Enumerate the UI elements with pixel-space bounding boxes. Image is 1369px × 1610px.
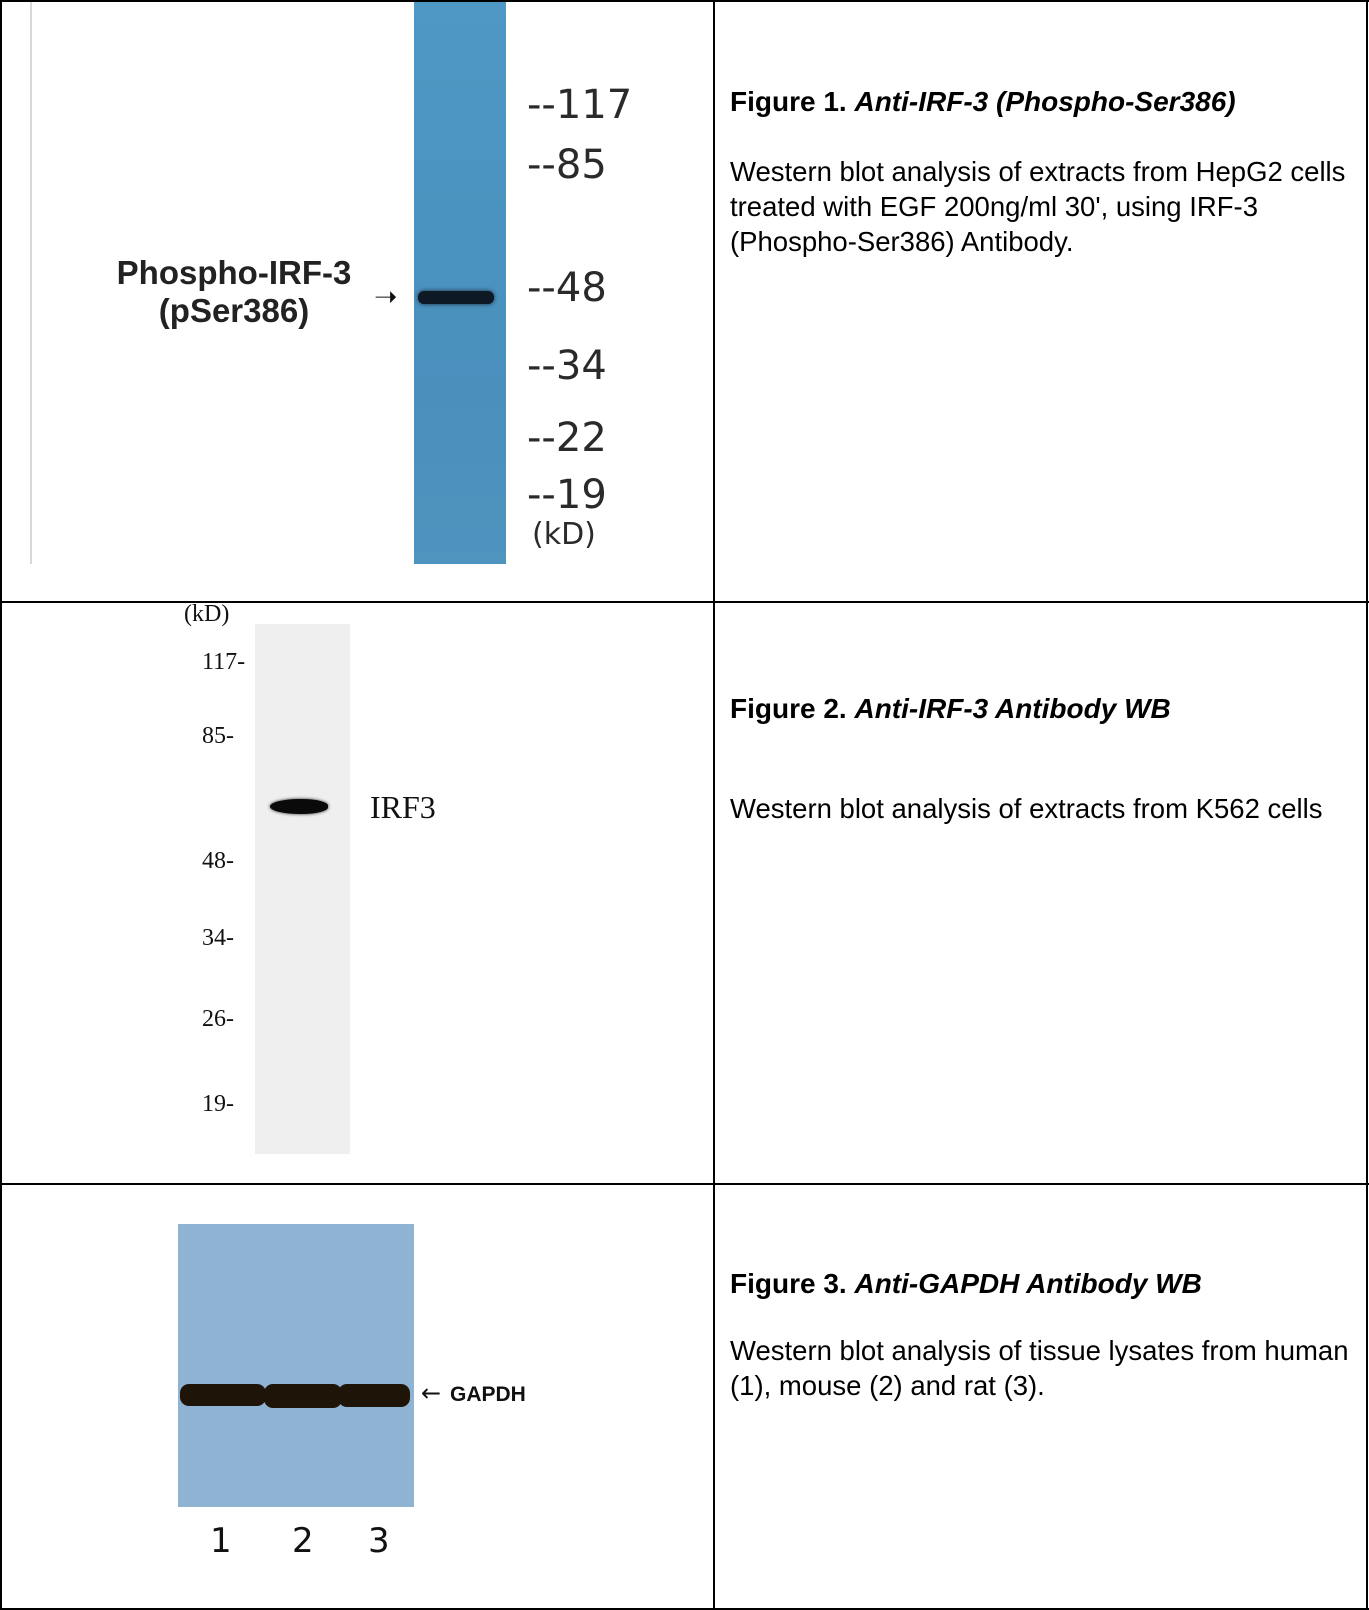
figure-3-band-lane-3	[338, 1384, 410, 1407]
figure-3-lane-label-3: 3	[368, 1521, 390, 1561]
figure-1-title-prefix: Figure 1.	[730, 86, 847, 117]
figure-1-band-label: Phospho-IRF-3 (pSer386)	[94, 254, 374, 330]
table-border-right	[1366, 0, 1368, 1610]
figure-1-marker-19: --19	[527, 472, 607, 518]
figure-1-lane	[414, 2, 506, 564]
figure-3-band-lane-2	[264, 1384, 342, 1408]
figure-1-band	[418, 291, 494, 304]
figure-1-title: Figure 1. Anti-IRF-3 (Phospho-Ser386)	[730, 86, 1236, 118]
figure-1-marker-48: --48	[527, 265, 607, 311]
figure-2-title-prefix: Figure 2.	[730, 693, 847, 724]
figure-2-unit: (kD)	[184, 603, 230, 627]
figure-2-description: Western blot analysis of extracts from K…	[730, 793, 1323, 824]
figure-1-image-left-edge	[30, 2, 32, 564]
figure-2-marker-34: 34-	[202, 925, 234, 951]
figure-3-title-prefix: Figure 3.	[730, 1268, 847, 1299]
figure-3-title-italic: Anti-GAPDH Antibody WB	[854, 1268, 1202, 1299]
figure-2-marker-19: 19-	[202, 1091, 234, 1117]
figure-1-marker-117: --117	[527, 82, 633, 128]
figure-2-band-label: IRF3	[370, 789, 436, 825]
figure-3-band-lane-1	[180, 1384, 266, 1406]
figure-3-arrow-icon: ←	[421, 1379, 442, 1407]
figure-1-band-label-line1: Phospho-IRF-3	[116, 254, 352, 291]
figure-1-image: Phospho-IRF-3 (pSer386) ➝ --117 --85 --4…	[2, 2, 713, 601]
figure-1-band-label-line2: (pSer386)	[158, 292, 310, 329]
figure-3-description: Western blot analysis of tissue lysates …	[730, 1335, 1349, 1401]
figure-1-description: Western blot analysis of extracts from H…	[730, 156, 1346, 257]
figure-2-band	[270, 799, 328, 814]
figure-2-marker-26: 26-	[202, 1006, 234, 1032]
table-border-bottom	[0, 1608, 1369, 1610]
figure-1-arrow-icon: ➝	[374, 280, 398, 313]
figure-1-unit: (kD)	[532, 517, 596, 552]
table-border-left	[0, 0, 2, 1610]
figure-3-caption: Figure 3. Anti-GAPDH Antibody WB Western…	[716, 1185, 1366, 1608]
figure-1-marker-34: --34	[527, 343, 607, 389]
figure-2-marker-117: 117-	[202, 649, 246, 675]
table-row-divider-2	[0, 1183, 1369, 1185]
figure-2-marker-48: 48-	[202, 848, 234, 874]
figure-1-caption: Figure 1. Anti-IRF-3 (Phospho-Ser386) We…	[716, 2, 1366, 601]
table-row-divider-1	[0, 601, 1369, 603]
figure-1-title-italic: Anti-IRF-3 (Phospho-Ser386)	[854, 86, 1236, 117]
figure-3-image: ← GAPDH 1 2 3	[2, 1185, 713, 1608]
figure-2-lane	[255, 624, 350, 1154]
figure-1-marker-85: --85	[527, 142, 607, 188]
figure-2-title-italic: Anti-IRF-3 Antibody WB	[854, 693, 1171, 724]
table-column-divider	[713, 0, 715, 1610]
figure-1-marker-22: --22	[527, 415, 607, 461]
table-border-top	[0, 0, 1369, 2]
figure-3-title: Figure 3. Anti-GAPDH Antibody WB	[730, 1268, 1202, 1300]
figure-2-caption: Figure 2. Anti-IRF-3 Antibody WB Western…	[716, 603, 1366, 1183]
figure-3-band-label: GAPDH	[450, 1383, 526, 1406]
figure-3-lane-label-1: 1	[210, 1521, 232, 1561]
figure-3-membrane	[178, 1224, 414, 1507]
figure-2-title: Figure 2. Anti-IRF-3 Antibody WB	[730, 693, 1171, 725]
figure-2-marker-85: 85-	[202, 723, 234, 749]
figure-2-image: (kD) 117- 85- 48- 34- 26- 19- IRF3	[2, 603, 713, 1183]
figure-3-lane-label-2: 2	[292, 1521, 314, 1561]
